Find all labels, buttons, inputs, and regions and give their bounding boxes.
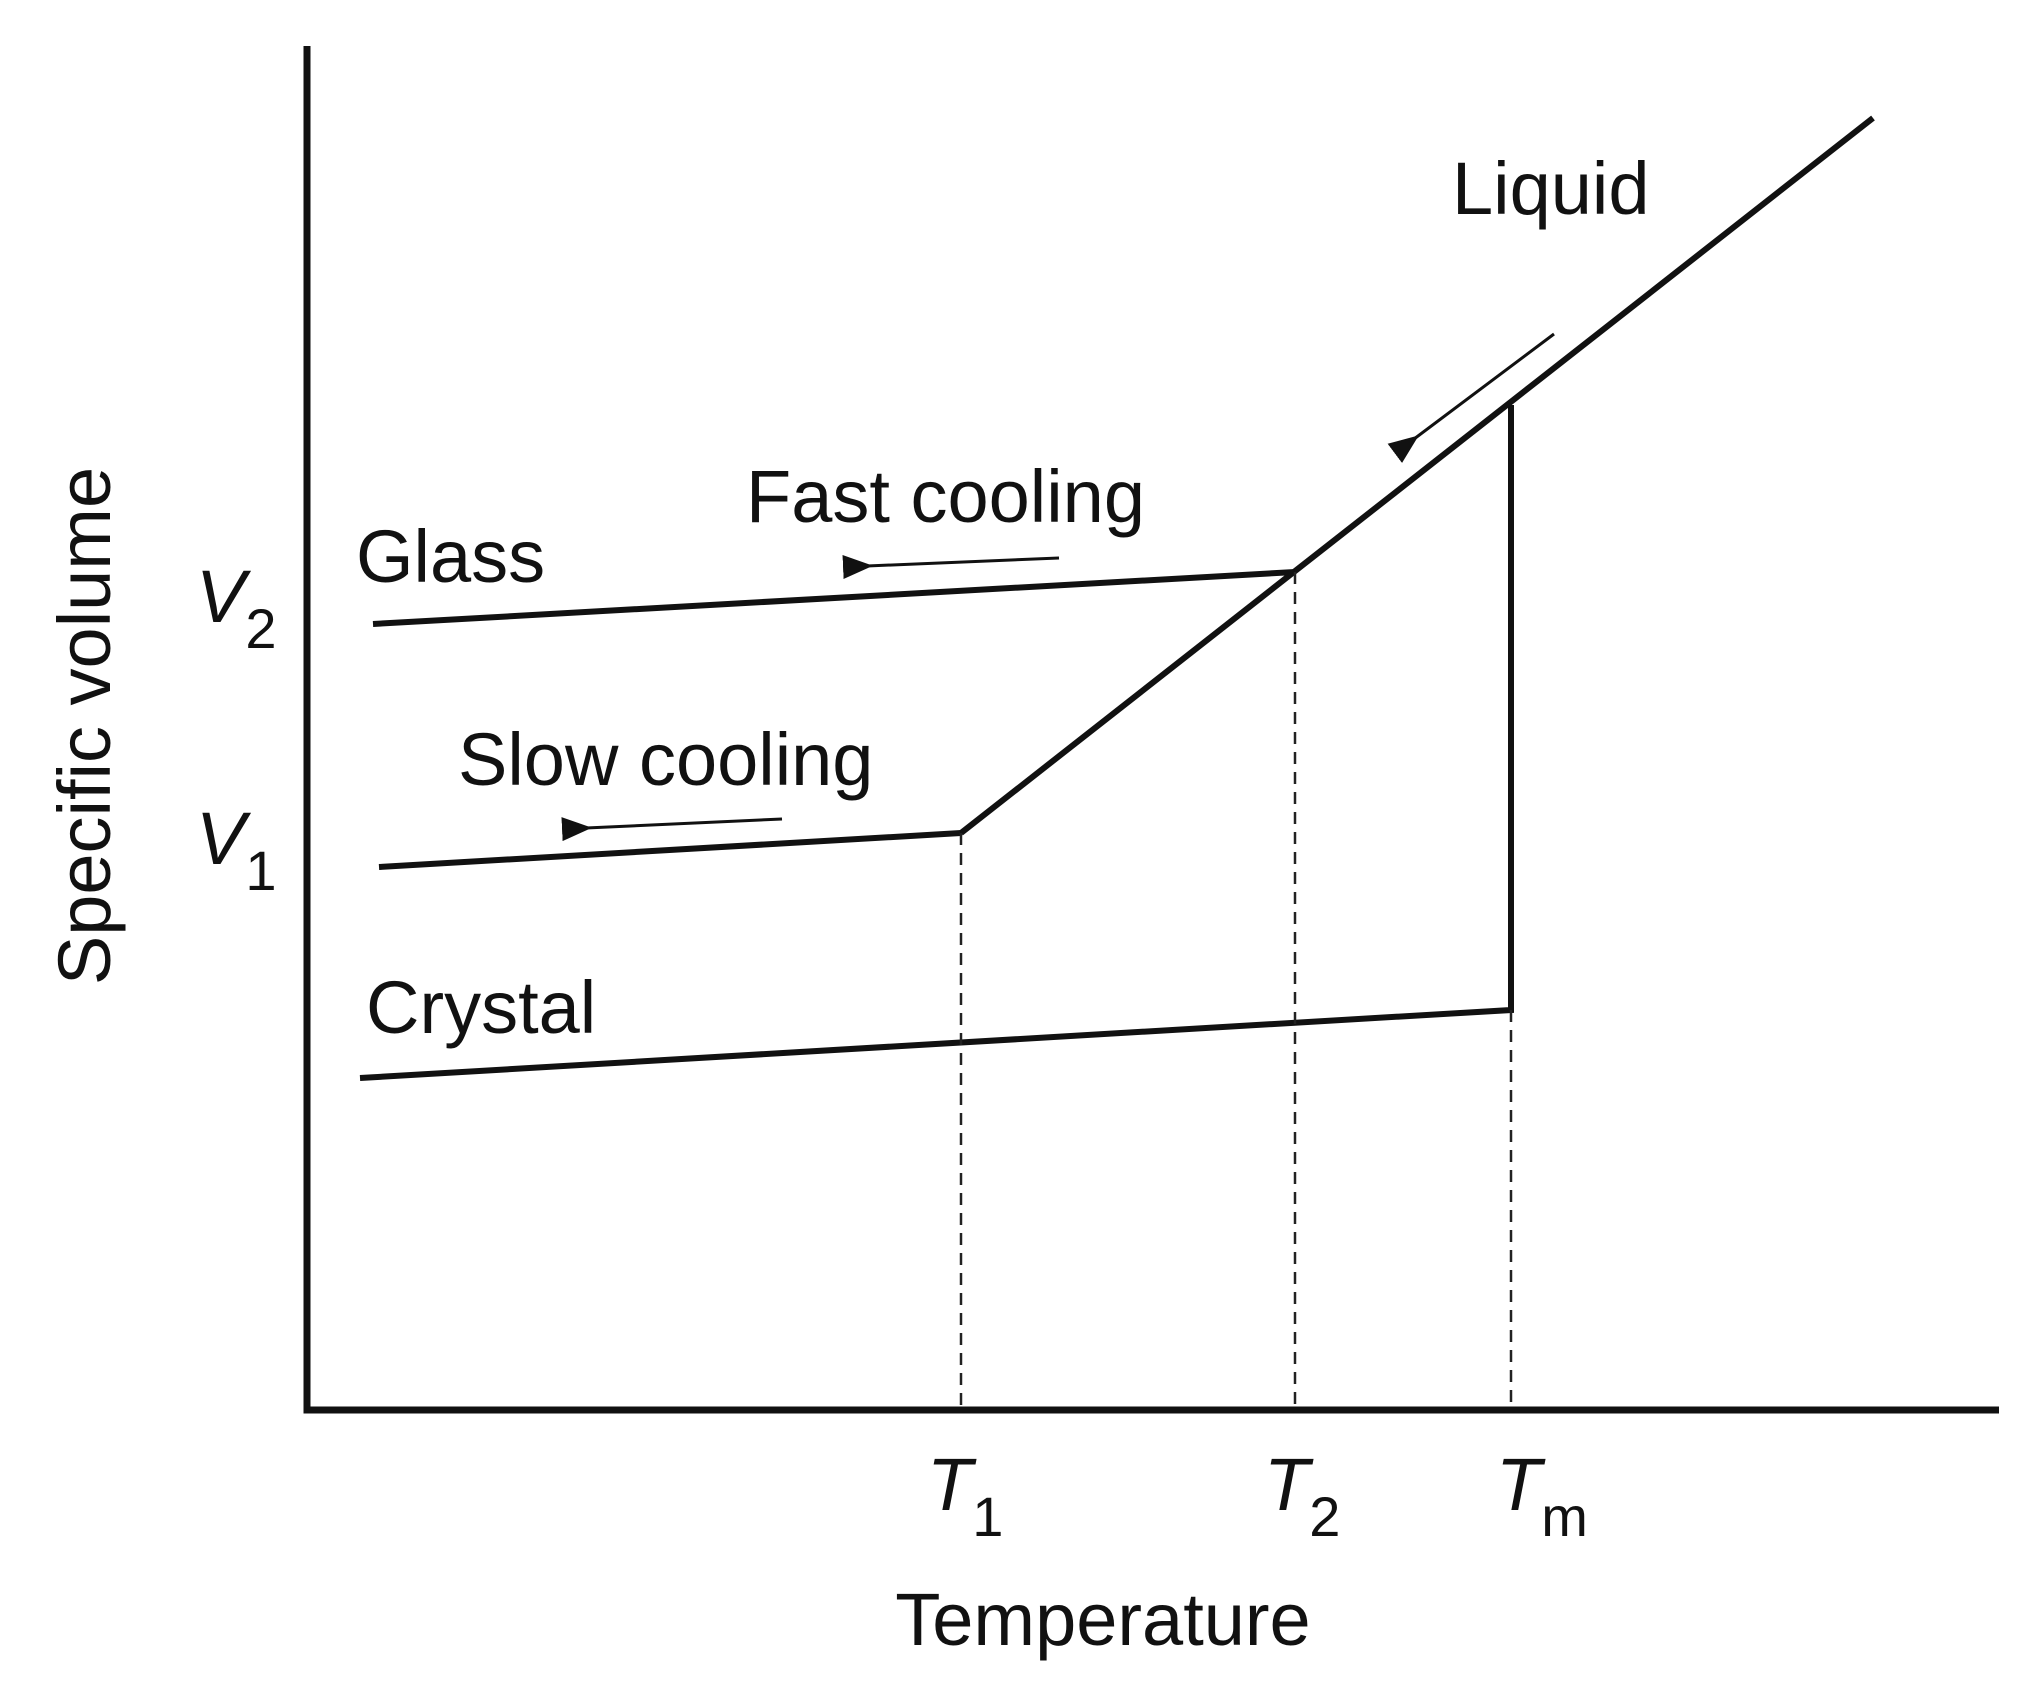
- fast-label: Fast cooling: [746, 455, 1145, 538]
- slow-arrow: [561, 817, 783, 842]
- x-axis-label: Temperature: [895, 1578, 1310, 1661]
- symbol: V: [196, 555, 252, 638]
- glass-label: Glass: [356, 515, 545, 598]
- slow-glass-line: [378, 830, 962, 870]
- subscript: 1: [972, 1485, 1003, 1548]
- subscript: m: [1541, 1485, 1588, 1548]
- t2-label: T2: [1264, 1443, 1340, 1548]
- liquid-label: Liquid: [1452, 147, 1650, 230]
- symbol: T: [1496, 1443, 1546, 1526]
- symbol: V: [196, 797, 252, 880]
- axes: [303, 46, 1999, 1414]
- subscript: 2: [245, 597, 276, 660]
- liquid-line: [959, 115, 1875, 836]
- fast-arrow: [842, 555, 1060, 579]
- symbol: T: [927, 1443, 977, 1526]
- symbol: T: [1264, 1443, 1314, 1526]
- subscript: 2: [1309, 1485, 1340, 1548]
- tm-label: Tm: [1496, 1443, 1588, 1548]
- v2-label: V2: [196, 555, 277, 660]
- t1-label: T1: [927, 1443, 1003, 1548]
- v1-label: V1: [196, 797, 277, 902]
- slow-label: Slow cooling: [458, 718, 873, 801]
- liquid-arrow: [1387, 332, 1555, 463]
- glass-line: [372, 569, 1296, 627]
- crystal-label: Crystal: [366, 966, 596, 1049]
- y-axis-label: Specific volume: [43, 467, 126, 985]
- subscript: 1: [245, 839, 276, 902]
